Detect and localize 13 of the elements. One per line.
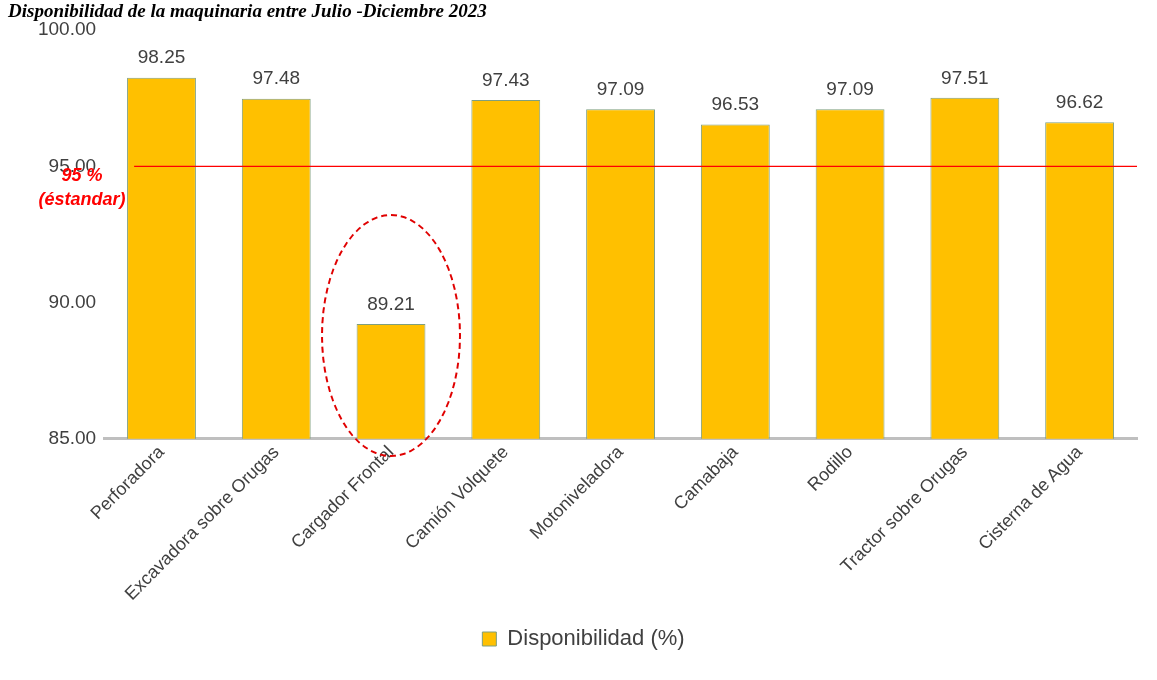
data-label: 97.09 (826, 78, 874, 100)
data-label: 97.43 (482, 68, 530, 90)
data-label: 97.09 (596, 78, 645, 100)
y-tick-label: 90.00 (48, 290, 97, 312)
data-label: 97.51 (941, 66, 989, 88)
data-label: 97.48 (252, 67, 301, 89)
data-label: 96.62 (1055, 90, 1104, 112)
chart-title: Disponibilidad de la maquinaria entre Julio -Diciembre 2023 (8, 0, 487, 22)
data-label: 96.53 (711, 93, 760, 115)
y-tick-label: 85.00 (48, 427, 97, 449)
legend-label: Disponibilidad (%) (507, 625, 685, 651)
data-label: 89.21 (367, 292, 415, 314)
data-label: 98.25 (137, 46, 186, 68)
